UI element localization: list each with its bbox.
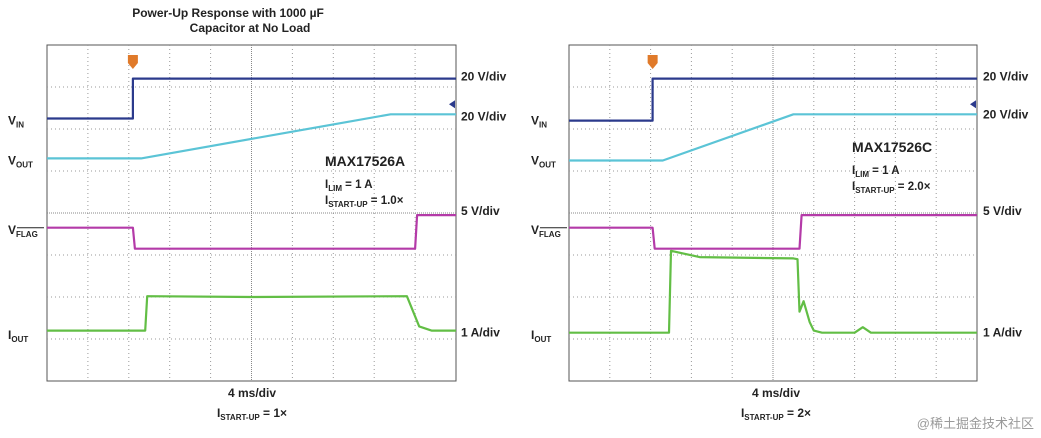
scale-label: 5 V/div bbox=[461, 204, 500, 218]
channel-label-vin: VIN bbox=[531, 114, 547, 130]
reference-arrow-icon bbox=[970, 100, 976, 109]
trace-flag bbox=[47, 214, 456, 250]
figure-title-line-1: Power-Up Response with 1000 µF bbox=[132, 6, 324, 20]
trigger-marker-icon bbox=[127, 55, 138, 69]
panel-caption: ISTART-UP = 1× bbox=[217, 406, 287, 422]
scale-label: 20 V/div bbox=[983, 70, 1029, 84]
channel-label-vout: VOUT bbox=[531, 154, 556, 170]
channel-label-vin: VIN bbox=[8, 114, 24, 130]
trace-iout bbox=[569, 249, 977, 334]
trace-vin bbox=[47, 77, 456, 120]
trace-iout bbox=[47, 295, 456, 332]
scale-label: 1 A/div bbox=[461, 326, 500, 340]
channel-label-flag: VFLAG bbox=[531, 223, 561, 239]
channel-label-flag: VFLAG bbox=[8, 223, 38, 239]
part-number-label: MAX17526A bbox=[325, 153, 405, 169]
ilim-annotation: ILIM = 1 A bbox=[325, 179, 373, 193]
channel-label-iout: IOUT bbox=[531, 328, 551, 344]
trigger-marker-icon bbox=[647, 55, 658, 69]
istartup-annotation: ISTART-UP = 1.0× bbox=[325, 195, 404, 209]
scope-panel-2: VIN VOUT VFLAG IOUT 20 V/div 20 V/div 5 V/div 1… bbox=[531, 44, 1029, 422]
watermark: @稀土掘金技术社区 bbox=[917, 416, 1034, 431]
ilim-annotation: ILIM = 1 A bbox=[852, 165, 900, 179]
trace-vin bbox=[569, 77, 977, 122]
channel-label-iout: IOUT bbox=[8, 328, 28, 344]
trace-vout bbox=[569, 113, 977, 162]
x-axis-label: 4 ms/div bbox=[228, 386, 276, 400]
panel-caption: ISTART-UP = 2× bbox=[741, 406, 811, 422]
scale-label: 20 V/div bbox=[461, 109, 507, 123]
scale-label: 1 A/div bbox=[983, 326, 1022, 340]
x-axis-label: 4 ms/div bbox=[752, 386, 800, 400]
trace-flag bbox=[569, 214, 977, 250]
scope-panel-1: VIN VOUT VFLAG IOUT 20 V/div 20 V/div 5 V/div 1… bbox=[8, 44, 507, 422]
scale-label: 20 V/div bbox=[983, 107, 1029, 121]
trace-vout bbox=[47, 113, 456, 160]
part-number-label: MAX17526C bbox=[852, 139, 932, 155]
figure-title-line-2: Capacitor at No Load bbox=[190, 21, 311, 35]
channel-label-vout: VOUT bbox=[8, 154, 33, 170]
istartup-annotation: ISTART-UP = 2.0× bbox=[852, 181, 931, 195]
scale-label: 5 V/div bbox=[983, 204, 1022, 218]
reference-arrow-icon bbox=[449, 100, 455, 109]
scale-label: 20 V/div bbox=[461, 70, 507, 84]
